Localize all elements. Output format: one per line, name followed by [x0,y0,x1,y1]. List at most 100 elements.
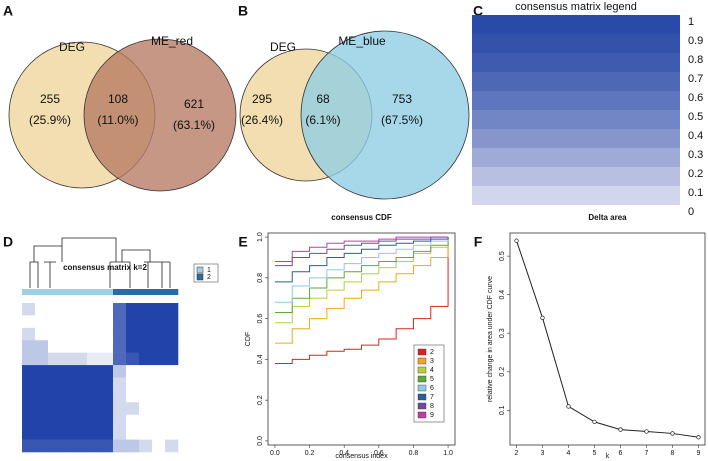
x-tick-label: 9 [697,450,701,457]
heatmap-cell [35,377,49,391]
heatmap-cell [87,377,101,391]
set-label: ME_blue [338,34,386,48]
series-line [274,237,449,324]
heatmap-cell [113,340,127,353]
heatmap-cell [139,427,153,440]
heatmap-cell [35,303,49,316]
heatmap-cell [22,327,36,341]
series-line [274,236,449,267]
color-band [472,34,680,53]
heatmap-cell [165,352,179,366]
heatmap-cell [48,327,62,341]
heatmap-cell [113,377,127,391]
heatmap-cell [126,327,140,341]
heatmap-cell [61,303,75,316]
heatmap-cell [61,427,75,440]
legend-swatch [417,366,427,374]
heatmap-cell [113,402,127,416]
panel-letter: F [474,234,483,250]
heatmap-cell [126,377,140,391]
heatmap-cell [139,389,153,403]
cluster-cell [35,289,49,295]
heatmap-cell [139,303,153,316]
heatmap-cell [87,315,101,329]
heatmap-cell [35,439,49,453]
heatmap-cell [126,402,140,416]
cluster-cell [61,289,75,295]
heatmap-cell [48,352,62,366]
heatmap-cell [61,315,75,329]
legend-swatch [417,357,427,365]
heatmap-cell [61,414,75,428]
panel-letter: D [3,234,13,250]
heatmap-cell [152,427,166,440]
heatmap-cell [100,303,114,316]
heatmap-cell [74,303,88,316]
series-line [274,237,449,364]
point [592,419,597,425]
heatmap-cell [61,402,75,416]
x-tick-label: 1.0 [443,450,453,457]
heatmap-cell [35,414,49,428]
legend-swatch [417,393,427,401]
heatmap-cell [152,365,166,378]
legend-swatch [417,348,427,356]
color-band [472,110,680,129]
series-line [274,237,449,313]
x-tick-label: 4 [567,450,571,457]
heatmap-cell [22,365,36,378]
heatmap-cell [100,389,114,403]
heatmap-cell [48,303,62,316]
region-count: 108 [108,92,128,106]
heatmap-cell [113,327,127,341]
y-tick-label: 0.2 [257,395,264,405]
heatmap-cell [139,414,153,428]
x-tick-label: 5 [593,450,597,457]
heatmap-cell [126,303,140,316]
heatmap-cell [165,315,179,329]
color-band [472,72,680,91]
plot-frame [509,232,706,446]
heatmap-cell [48,402,62,416]
heatmap-cell [139,352,153,366]
heatmap-cell [22,377,36,391]
heatmap-cell [152,377,166,391]
x-axis-label: k [606,453,610,460]
y-tick-label: 0.6 [257,314,264,324]
tick-label: 0.1 [688,187,703,199]
series-line [274,237,449,344]
x-tick-label: 0.4 [339,450,349,457]
chart-title: Delta area [588,213,627,222]
point [540,315,545,320]
heatmap-cell [74,427,88,440]
cluster-cell [22,289,36,295]
dendrogram [29,237,171,288]
series-line [274,236,449,263]
heatmap-cell [48,315,62,329]
heatmap-cell [113,315,127,329]
heatmap-cell [152,402,166,416]
cluster-cell [126,289,140,295]
x-tick-label: 7 [645,450,649,457]
set-label: ME_red [151,34,193,48]
plot-frame [267,232,456,446]
region-percent: (11.0%) [97,113,138,127]
region-percent: (67.5%) [381,113,423,127]
heatmap-cell [35,340,49,353]
x-tick-label: 0.0 [270,450,280,457]
heatmap-cell [22,427,36,440]
cluster-cell [87,289,101,295]
tick-label: 0.7 [688,73,703,85]
heatmap-cell [22,315,36,329]
legend-label: 8 [430,403,434,410]
heatmap-cell [74,377,88,391]
heatmap-cell [74,315,88,329]
heatmap-cell [74,340,88,353]
heatmap-cell [22,439,36,453]
heatmap-cell [139,377,153,391]
heatmap-cell [100,340,114,353]
point [644,429,649,434]
heatmap-cell [61,340,75,353]
x-axis-label: consensus index [335,453,388,460]
